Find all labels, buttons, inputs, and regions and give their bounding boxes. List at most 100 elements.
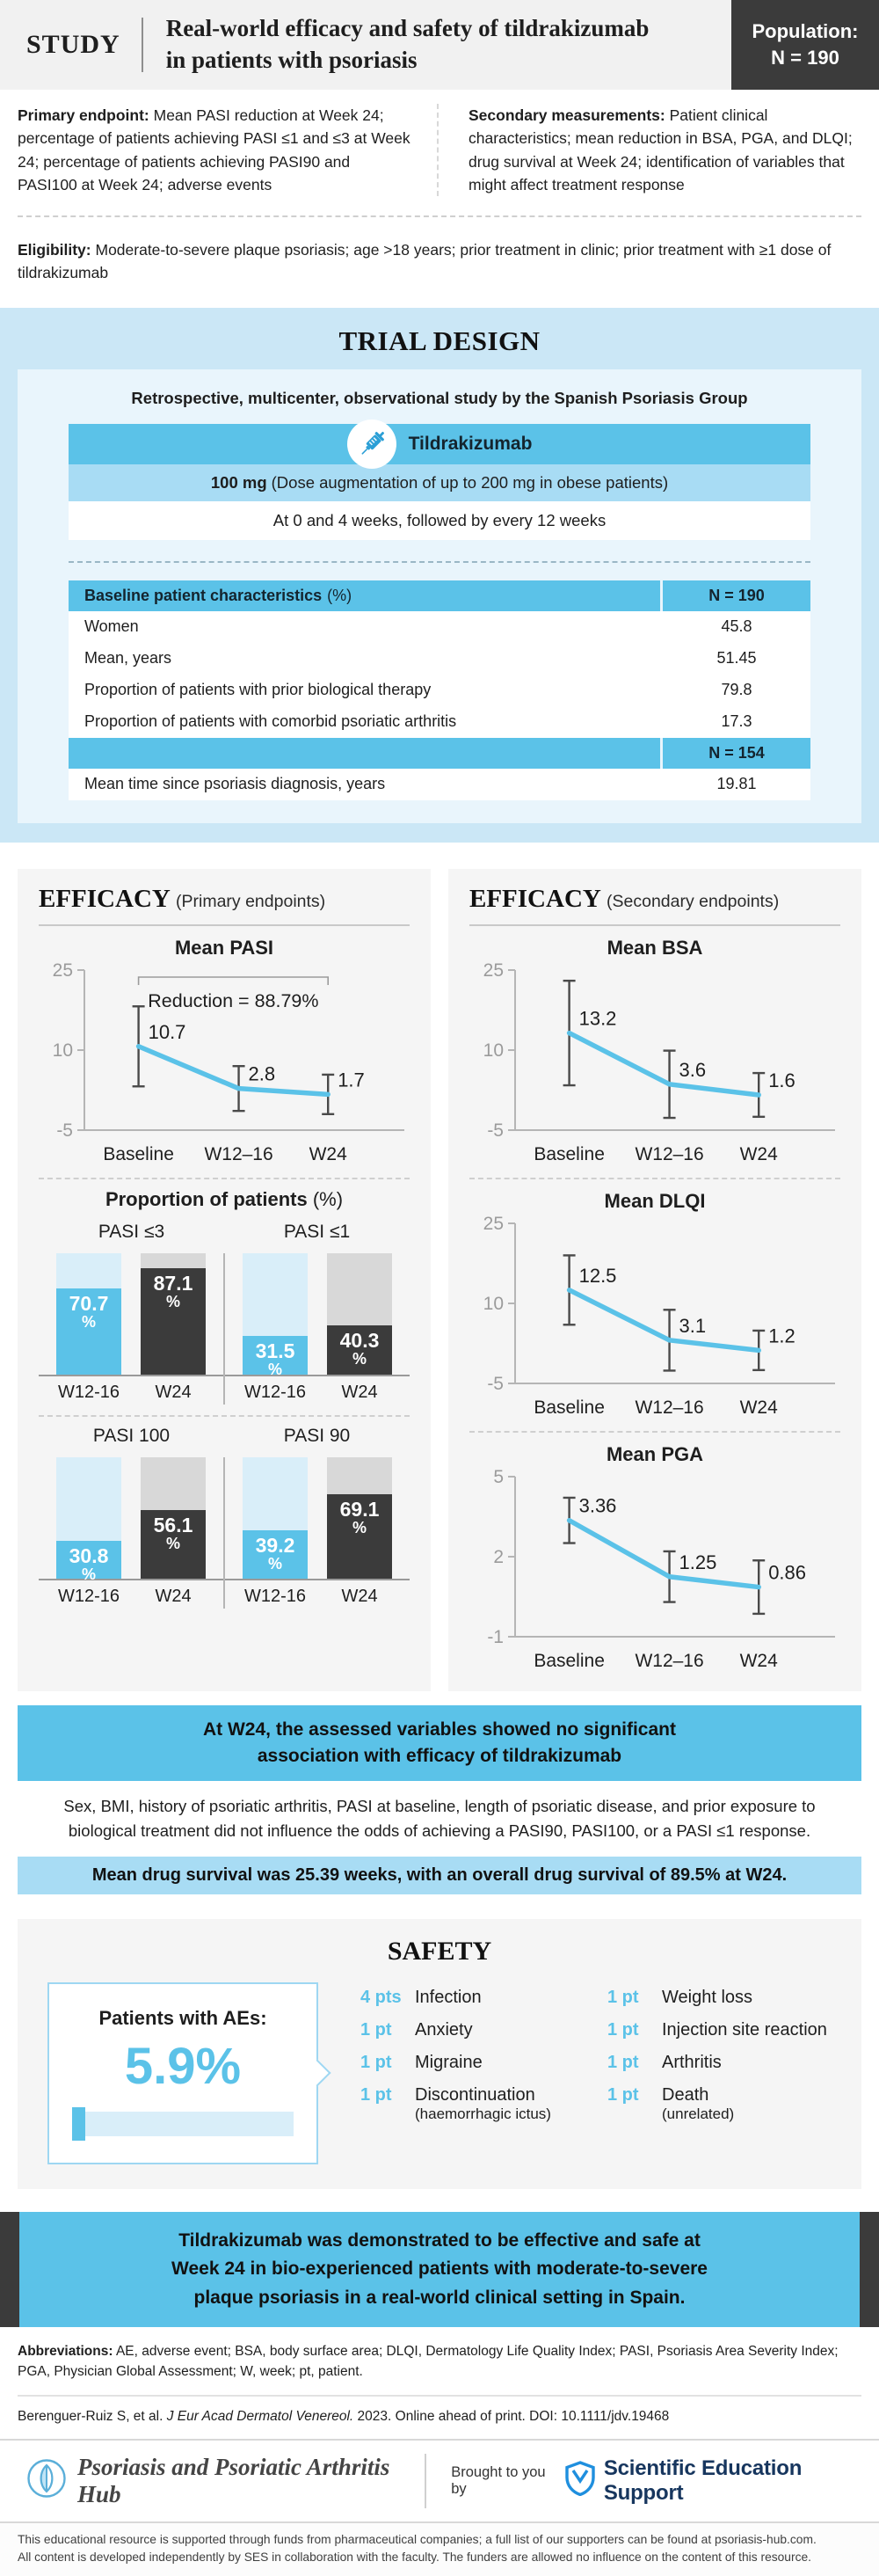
header: STUDY Real-world efficacy and safety of …	[0, 0, 879, 90]
bar-x-label: W24	[341, 1586, 378, 1606]
group-divider	[223, 1252, 225, 1405]
primary-endpoint-label: Primary endpoint:	[18, 106, 149, 124]
svg-text:Baseline: Baseline	[534, 1144, 605, 1164]
bar-x-label: W12-16	[57, 1382, 120, 1402]
bar-track: 56.1%	[141, 1456, 206, 1579]
mean-bsa-title: Mean BSA	[607, 936, 703, 959]
svg-text:-5: -5	[56, 1120, 73, 1141]
ae-count: 1 pt	[607, 2052, 639, 2072]
bar-x-label: W24	[155, 1382, 192, 1402]
bar-track: 39.2%	[243, 1456, 308, 1579]
pasi-le3-bars: 70.7% 87.1%	[39, 1252, 223, 1375]
mean-dlqi-title: Mean DLQI	[604, 1189, 706, 1212]
eligibility-label: Eligibility:	[18, 241, 91, 259]
title-line-2: in patients with psoriasis	[165, 47, 418, 73]
svg-text:-1: -1	[487, 1627, 504, 1647]
bar-value: 40.3	[339, 1328, 380, 1352]
ses-shield-icon	[565, 2461, 595, 2500]
hub-leaf-icon	[26, 2458, 67, 2503]
pasi-100-bars: 30.8% 56.1%	[39, 1456, 223, 1583]
svg-text:1.6: 1.6	[768, 1069, 795, 1091]
svg-text:10.7: 10.7	[149, 1020, 186, 1042]
ae-count: 1 pt	[360, 2052, 392, 2072]
trial-design-card: Retrospective, multicenter, observationa…	[18, 369, 861, 823]
svg-text:Baseline: Baseline	[103, 1144, 174, 1164]
schedule-row: At 0 and 4 weeks, followed by every 12 w…	[69, 500, 810, 540]
mean-pasi-chart: 25 10 -5 Reduction = 88.79% 10.7 2.8 1.7 Baseli…	[39, 960, 410, 1167]
bar-x-labels: W12-16 W24	[39, 1374, 223, 1405]
bar-x-labels: W12-16 W24	[225, 1578, 410, 1609]
ae-label: Discontinuation (haemorrhagic ictus)	[415, 2084, 551, 2122]
mean-dlqi-svg: 25 10 -5 12.5 3.1 1.2 Baseline W12–16 W24	[483, 1214, 835, 1418]
footer-logos: Psoriasis and Psoriatic Arthritis Hub Br…	[0, 2438, 879, 2523]
primary-endpoint-text: Primary endpoint: Mean PASI reduction at…	[18, 106, 410, 193]
bar-value: 39.2	[255, 1534, 295, 1558]
bar-pair-row: 30.8% 56.1% W12-16 W24 39.2% 69.1% W12-16 W24	[39, 1456, 410, 1609]
svg-text:W24: W24	[309, 1144, 348, 1164]
ae-item: 1 pt Discontinuation (haemorrhagic ictus)	[360, 2085, 585, 2123]
efficacy-secondary-title: EFFICACY (Secondary endpoints)	[469, 884, 780, 913]
ae-note: (unrelated)	[662, 2105, 735, 2122]
bar-pair-titles: PASI ≤3 PASI ≤1	[39, 1222, 410, 1243]
bar-track: 69.1%	[327, 1456, 392, 1579]
svg-text:W24: W24	[740, 1397, 779, 1418]
svg-text:3.1: 3.1	[679, 1314, 707, 1336]
ae-rate-value: 5.9%	[124, 2037, 242, 2095]
baseline-characteristics-table: Baseline patient characteristics (%) N = …	[69, 580, 810, 800]
bar-track: 87.1%	[141, 1252, 206, 1375]
divider	[39, 923, 410, 926]
ae-count: 1 pt	[360, 2019, 392, 2040]
mean-pga-chart: 5 2 -1 3.36 1.25 0.86 Baseline W12–16 W24	[469, 1466, 840, 1674]
svg-text:W12–16: W12–16	[204, 1144, 272, 1164]
svg-text:W12–16: W12–16	[635, 1397, 703, 1418]
findings-headline: At W24, the assessed variables showed no…	[18, 1704, 861, 1782]
svg-text:10: 10	[483, 1294, 504, 1314]
population-badge: Population: N = 190	[731, 0, 879, 90]
dashed-divider	[469, 1177, 840, 1179]
bar-percent-sign: %	[267, 1361, 282, 1379]
table-header-label: Baseline patient characteristics (%)	[69, 580, 660, 611]
ae-item: 4 pts Infection	[360, 1988, 585, 2008]
ses-name: Scientific Education Support	[603, 2456, 803, 2505]
ae-item: 1 pt Migraine	[360, 2053, 585, 2073]
brought-by-text: Brought to you by	[451, 2463, 546, 2497]
ae-events-col-2: 1 pt Weight loss 1 pt Injection site reacti…	[607, 1988, 832, 2164]
table-row: Mean time since psoriasis diagnosis, yea…	[69, 768, 810, 800]
bar-x-label: W12-16	[243, 1382, 307, 1402]
table-subheader-row: N = 154	[69, 737, 810, 769]
abbreviations-label: Abbreviations:	[18, 2344, 113, 2360]
ae-events-list: 4 pts Infection 1 pt Anxiety 1 pt Migraine 1 p…	[360, 1982, 832, 2164]
pasi-100-title: PASI 100	[92, 1425, 171, 1446]
svg-text:3.36: 3.36	[579, 1494, 617, 1516]
bar-pair-row: 70.7% 87.1% W12-16 W24 31.5% 40.3% W12-16 W24	[39, 1252, 410, 1405]
ae-item: 1 pt Death (unrelated)	[607, 2085, 832, 2123]
ae-item: 1 pt Injection site reaction	[607, 2020, 832, 2040]
safety-section: SAFETY Patients with AEs: 5.9% 4 pts Infe…	[18, 1918, 861, 2189]
bar-value: 30.8	[69, 1544, 109, 1567]
svg-text:3.6: 3.6	[679, 1058, 707, 1080]
ae-rate-box: Patients with AEs: 5.9%	[47, 1981, 318, 2164]
syringe-icon	[346, 419, 396, 469]
svg-text:W12–16: W12–16	[635, 1651, 703, 1671]
bar-x-labels: W12-16 W24	[39, 1578, 223, 1609]
bar-percent-sign: %	[165, 1293, 180, 1311]
drug-row: Tildrakizumab	[69, 419, 810, 469]
bar-track: 40.3%	[327, 1252, 392, 1375]
ae-count: 4 pts	[360, 1987, 402, 2007]
svg-text:-5: -5	[487, 1120, 504, 1141]
ae-progress-track	[72, 2106, 294, 2141]
pasi-90-title: PASI 90	[283, 1425, 351, 1446]
footer-divider	[425, 2453, 427, 2508]
bar-value: 70.7	[69, 1291, 109, 1315]
bar-percent-sign: %	[165, 1535, 180, 1553]
page-title: Real-world efficacy and safety of tildra…	[143, 0, 731, 90]
pasi-100-bar-W24: 56.1%	[141, 1510, 206, 1579]
bar-x-label: W12-16	[57, 1586, 120, 1606]
ae-note: (haemorrhagic ictus)	[415, 2105, 551, 2122]
population-label: Population:	[752, 20, 859, 43]
mean-pga-svg: 5 2 -1 3.36 1.25 0.86 Baseline W12–16 W24	[487, 1467, 835, 1671]
header-divider	[141, 18, 143, 72]
pasi-100-bars: 30.8% 56.1% W12-16 W24	[39, 1456, 223, 1609]
title-line-1: Real-world efficacy and safety of tildra…	[165, 15, 650, 42]
bar-x-labels: W12-16 W24	[225, 1374, 410, 1405]
